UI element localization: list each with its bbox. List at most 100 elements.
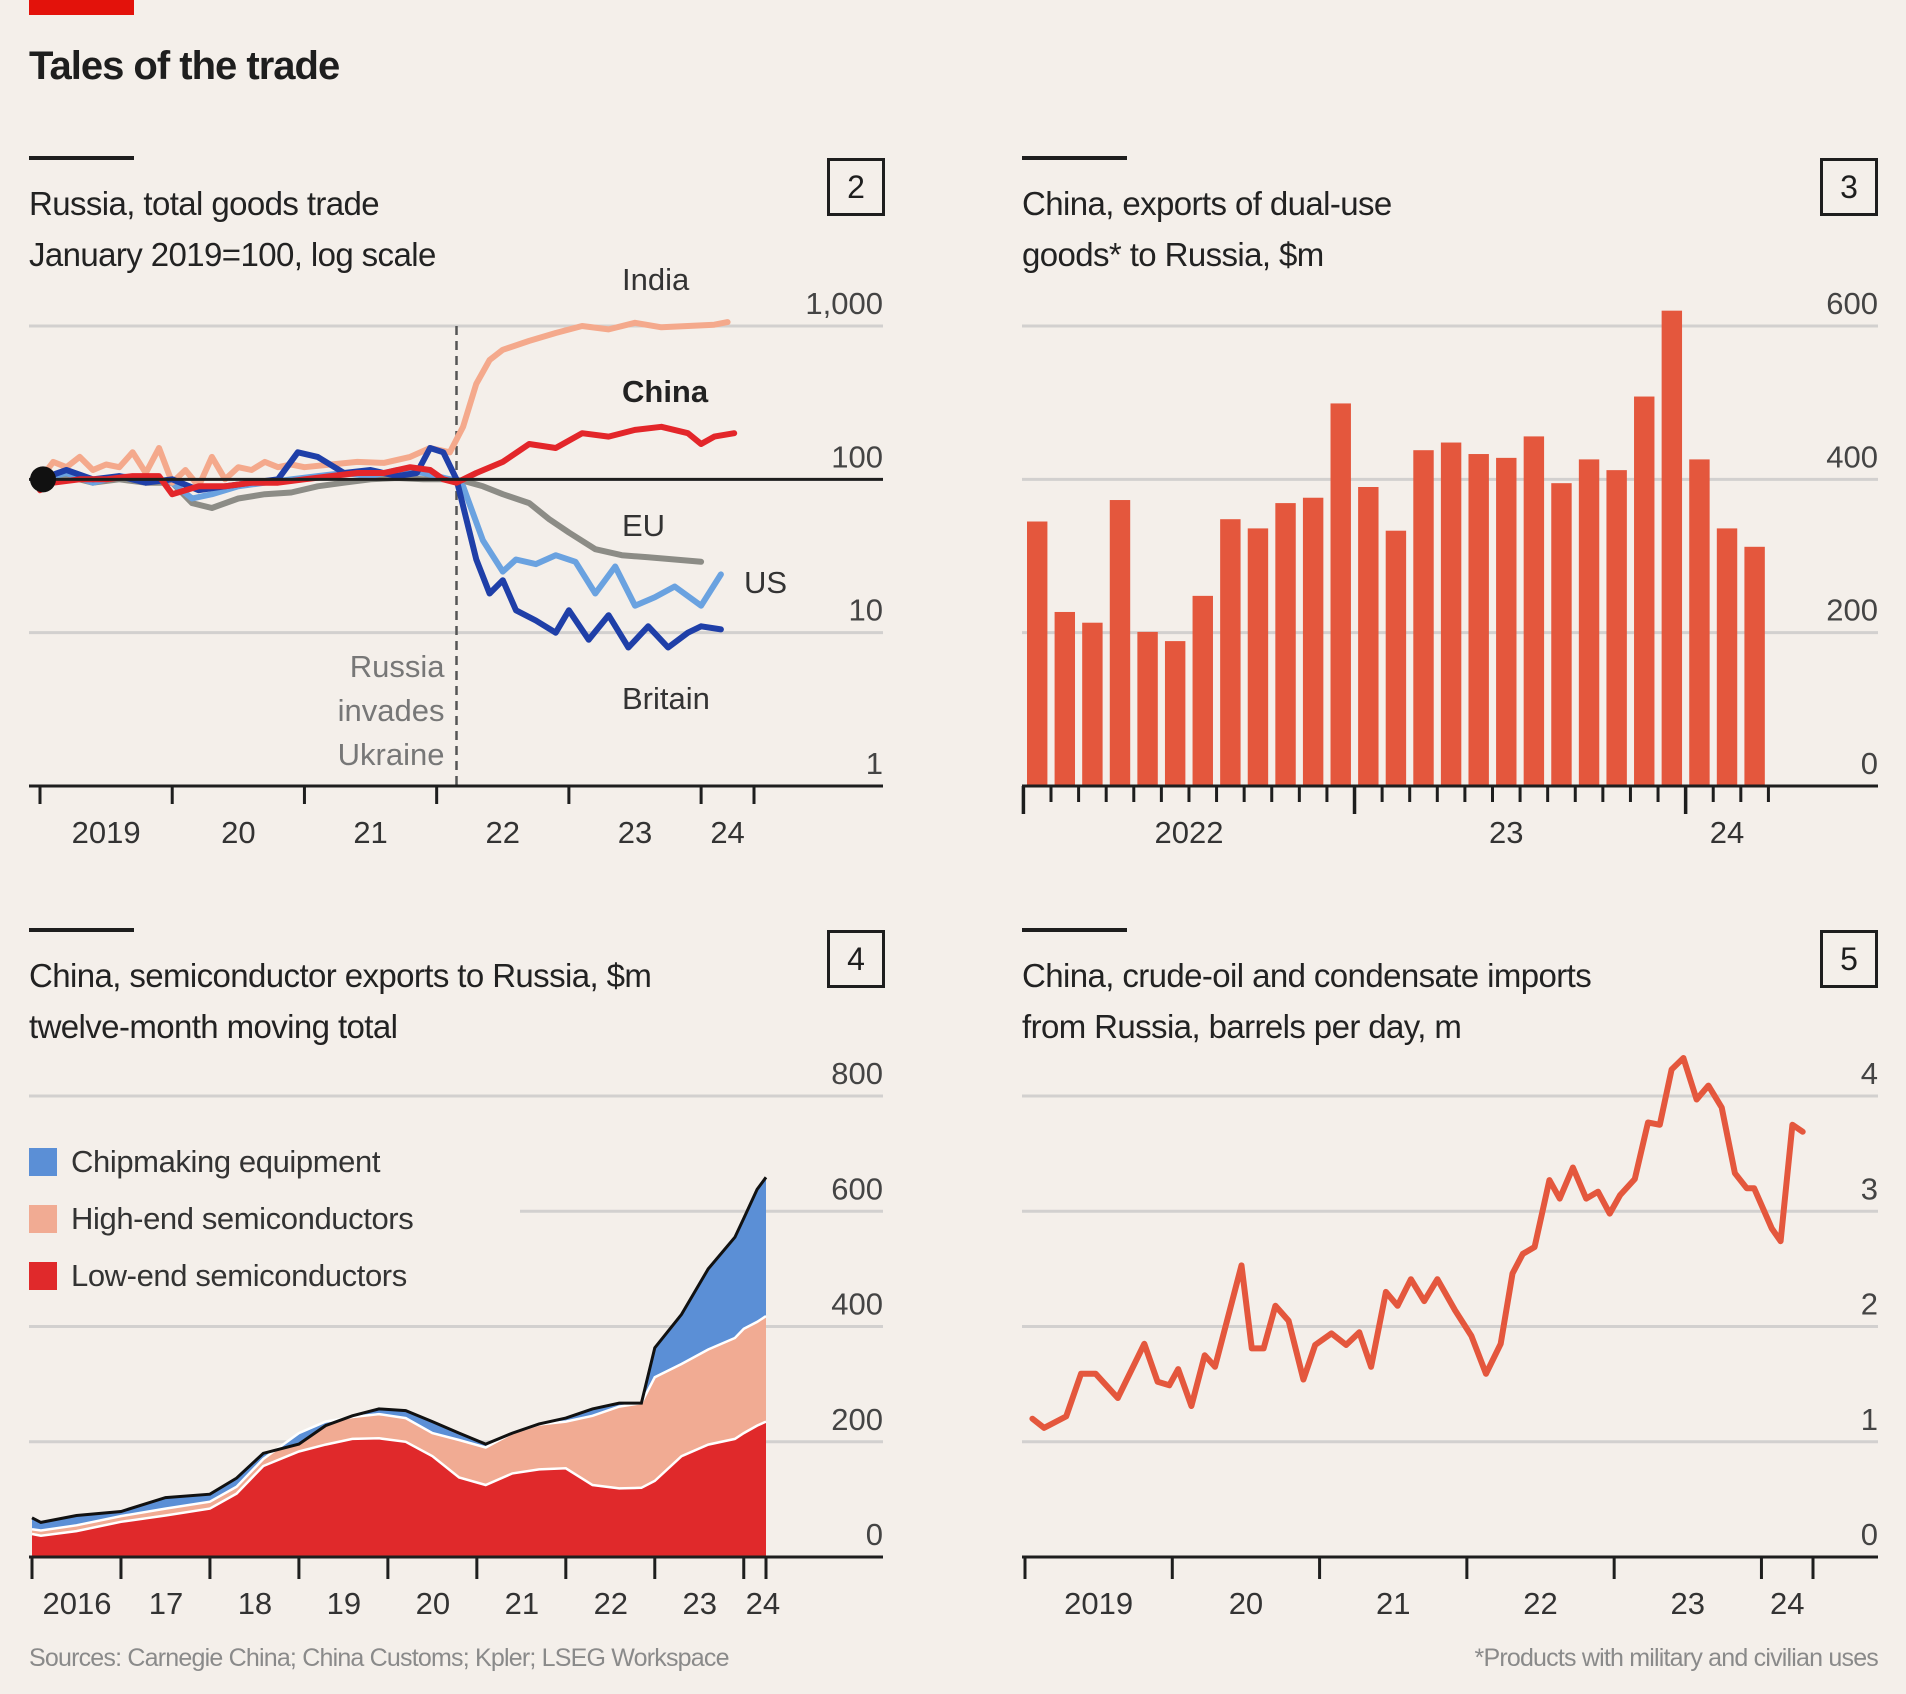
legend-item-lowend: Low-end semiconductors (29, 1247, 413, 1304)
sources-note: Sources: Carnegie China; China Customs; … (29, 1644, 729, 1672)
bar (1247, 528, 1269, 786)
y-tick-label: 1 (866, 746, 883, 781)
area-lowend (32, 1421, 766, 1557)
y-tick-label: 4 (1861, 1056, 1878, 1091)
y-tick-label: 0 (1861, 1517, 1878, 1552)
panel-2-title-line2: January 2019=100, log scale (29, 236, 436, 273)
bar (1192, 595, 1213, 786)
x-tick-label: 23 (1671, 1586, 1705, 1621)
panel-4-title: China, semiconductor exports to Russia, … (29, 950, 652, 1052)
series-line-oil (1029, 1055, 1806, 1431)
panel-3-number: 3 (1820, 158, 1878, 216)
bar (1027, 521, 1048, 786)
series-label-china: China (622, 374, 709, 409)
series-label-britain: Britain (622, 681, 710, 716)
x-tick-label: 24 (1710, 815, 1744, 850)
bar (1109, 500, 1131, 786)
bar (1744, 546, 1765, 786)
invasion-annotation: Russia (350, 649, 446, 684)
bar (1164, 641, 1186, 786)
chart-russia-trade: 1 10 100 1,000 Russia invades Ukraine India Chin… (29, 262, 883, 850)
bar (1551, 483, 1572, 786)
bar (1661, 310, 1683, 786)
panel-2-title: Russia, total goods trade January 2019=1… (29, 178, 436, 280)
chart-semiconductor-exports: 0 200 400 600 800 2016 17 18 19 20 21 22 23 24 (29, 1056, 883, 1621)
page-title: Tales of the trade (29, 44, 340, 88)
x-tick-label: 2019 (1064, 1586, 1133, 1621)
panel-5-title-line1: China, crude-oil and condensate imports (1022, 957, 1592, 994)
legend-swatch-chipmaking (29, 1147, 57, 1176)
legend-label-chipmaking: Chipmaking equipment (71, 1143, 381, 1179)
legend-label-lowend: Low-end semiconductors (71, 1257, 407, 1293)
footnote: *Products with military and civilian use… (1474, 1644, 1879, 1672)
panel-2-number: 2 (827, 158, 885, 216)
panel-2-rule (29, 156, 134, 160)
y-tick-label: 400 (1826, 439, 1878, 474)
y-tick-label: 800 (831, 1056, 883, 1091)
x-tick-label: 22 (594, 1586, 628, 1621)
chart-dual-use-exports: 0 200 400 600 2022 23 24 (1021, 286, 1878, 850)
bar (1440, 442, 1462, 786)
x-tick-label: 20 (416, 1586, 450, 1621)
bar (1716, 528, 1738, 786)
y-tick-label: 400 (831, 1287, 883, 1322)
y-tick-label: 10 (849, 593, 883, 628)
x-tick-label: 24 (710, 815, 744, 850)
x-tick-label: 2019 (72, 815, 141, 850)
bar (1082, 622, 1103, 786)
legend-item-highend: High-end semiconductors (29, 1190, 414, 1247)
panel-5-title-line2: from Russia, barrels per day, m (1022, 1008, 1462, 1045)
index-start-dot (30, 466, 56, 493)
y-tick-label: 3 (1861, 1171, 1878, 1206)
bar (1606, 470, 1627, 786)
y-tick-label: 2 (1861, 1287, 1878, 1322)
panel-2-title-line1: Russia, total goods trade (29, 185, 380, 222)
y-tick-label: 200 (1826, 593, 1878, 628)
x-tick-label: 23 (618, 815, 652, 850)
bar (1330, 403, 1351, 786)
x-tick-label: 2022 (1154, 815, 1223, 850)
y-tick-label: 600 (831, 1171, 883, 1206)
series-line-india (37, 319, 731, 490)
bar (1358, 487, 1379, 786)
area-highend (32, 1316, 766, 1536)
panel-3-rule (1022, 156, 1127, 160)
invasion-annotation: Ukraine (338, 737, 445, 772)
bar (1220, 519, 1241, 786)
panel-4-rule (29, 928, 134, 932)
series-line-britain (37, 445, 724, 651)
economist-red-tag (29, 0, 134, 15)
panel-3-title-line2: goods* to Russia, $m (1022, 236, 1324, 273)
y-tick-label: 200 (831, 1402, 883, 1437)
x-tick-label: 2016 (43, 1586, 112, 1621)
bar (1468, 454, 1489, 786)
legend-label-highend: High-end semiconductors (71, 1200, 414, 1236)
series-line-china (37, 423, 738, 498)
panel-5-title: China, crude-oil and condensate imports … (1022, 950, 1592, 1052)
bar (1054, 611, 1076, 786)
bar (1302, 497, 1324, 786)
bar (1523, 436, 1545, 786)
bar (1137, 631, 1158, 786)
x-tick-label: 18 (238, 1586, 272, 1621)
x-tick-label: 24 (746, 1586, 780, 1621)
area-separator (31, 1315, 767, 1532)
series-label-india: India (622, 262, 690, 297)
bar (1578, 459, 1600, 786)
x-tick-label: 21 (353, 815, 387, 850)
bar (1413, 450, 1434, 786)
series-line-eu (37, 473, 705, 565)
panel-4-title-line1: China, semiconductor exports to Russia, … (29, 957, 652, 994)
panel-3-title-line1: China, exports of dual-use (1022, 185, 1392, 222)
panel-4-number: 4 (827, 930, 885, 988)
series-line-us (37, 467, 724, 609)
x-tick-label: 22 (1523, 1586, 1557, 1621)
x-tick-label: 17 (149, 1586, 183, 1621)
bar (1634, 396, 1655, 786)
panel-3-title: China, exports of dual-use goods* to Rus… (1022, 178, 1392, 280)
x-tick-label: 20 (221, 815, 255, 850)
bar (1385, 530, 1407, 786)
bar (1275, 503, 1296, 786)
legend-swatch-lowend (29, 1261, 57, 1290)
